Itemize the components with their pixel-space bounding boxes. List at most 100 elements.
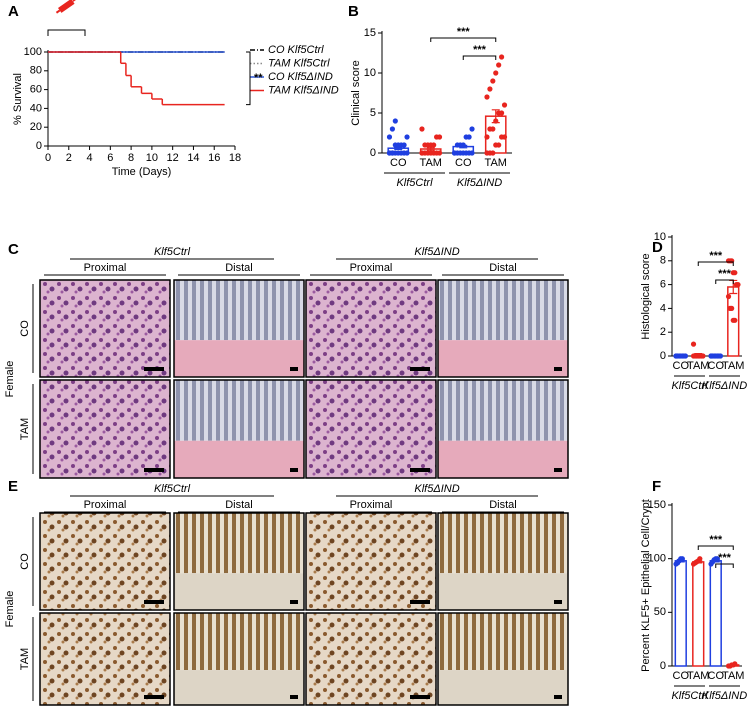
tissue xyxy=(438,670,568,705)
data-point xyxy=(732,661,738,667)
y-tick-label: 0 xyxy=(660,350,666,362)
data-point xyxy=(679,556,685,562)
tissue xyxy=(174,340,304,377)
tissue xyxy=(174,670,304,705)
panel-letter: B xyxy=(348,3,359,20)
panel-letter: E xyxy=(8,478,18,495)
y-tick-label: 40 xyxy=(30,102,42,114)
tissue xyxy=(40,380,170,478)
mean-bar xyxy=(709,560,722,667)
micrograph xyxy=(437,379,569,479)
tissue xyxy=(438,573,568,610)
data-point xyxy=(729,305,735,311)
data-point xyxy=(389,150,395,156)
data-point xyxy=(466,134,472,140)
legend-label: CO Klf5ΔIND xyxy=(268,71,333,83)
x-tick-label: 4 xyxy=(86,152,92,164)
significance-bracket xyxy=(715,563,734,568)
y-axis-label: Percent KLF5+ Epithelial Cell/Crypt xyxy=(640,499,652,672)
micrograph xyxy=(173,379,305,479)
x-tick-label: 2 xyxy=(66,152,72,164)
row-label: CO xyxy=(19,553,31,570)
panel-letter: F xyxy=(652,478,661,495)
y-tick-label: 4 xyxy=(660,302,666,314)
data-point xyxy=(436,150,443,156)
data-point xyxy=(732,270,738,276)
y-tick-label: 60 xyxy=(30,84,42,96)
micrograph xyxy=(173,612,305,706)
x-tick-label: TAM xyxy=(722,360,744,372)
row-label: TAM xyxy=(19,648,31,670)
tissue xyxy=(438,380,568,441)
data-point xyxy=(690,341,697,347)
data-point xyxy=(496,142,502,148)
y-tick-label: 6 xyxy=(660,279,666,291)
row-label: CO xyxy=(19,320,31,337)
y-tick-label: 2 xyxy=(660,326,666,338)
tissue xyxy=(40,280,170,377)
data-point xyxy=(484,94,490,100)
x-tick-label: CO xyxy=(708,670,725,682)
region-label: Proximal xyxy=(84,262,127,274)
data-point xyxy=(708,353,714,359)
micrograph-frame xyxy=(437,379,569,479)
scale-bar xyxy=(144,468,164,472)
y-tick-label: 10 xyxy=(364,67,376,79)
micrograph-frame xyxy=(305,512,437,611)
group-label: Klf5ΔIND xyxy=(414,483,459,495)
data-point xyxy=(499,110,505,116)
data-point xyxy=(386,134,393,140)
data-point xyxy=(682,353,689,359)
micrograph-frame xyxy=(437,512,569,611)
region-label: Proximal xyxy=(350,499,393,511)
y-tick-label: 5 xyxy=(370,107,376,119)
micrograph xyxy=(305,379,437,479)
micrograph xyxy=(173,279,305,378)
scale-bar xyxy=(144,367,164,371)
y-tick-label: 10 xyxy=(654,231,666,243)
x-tick-label: 16 xyxy=(208,152,220,164)
treatment-bracket xyxy=(47,29,86,36)
scale-bar xyxy=(554,600,562,604)
micrograph-frame xyxy=(39,279,171,378)
x-tick-label: 14 xyxy=(187,152,199,164)
data-point xyxy=(419,150,425,156)
micrograph-frame xyxy=(39,379,171,479)
tissue xyxy=(438,340,568,377)
sex-label: Female xyxy=(4,591,16,628)
data-point xyxy=(493,70,499,76)
micrograph xyxy=(173,512,305,611)
group-label: Klf5ΔIND xyxy=(702,380,747,392)
micrograph xyxy=(305,612,437,706)
group-label: Klf5ΔIND xyxy=(414,246,459,258)
data-point xyxy=(697,556,703,562)
error-bar xyxy=(426,147,435,151)
tissue xyxy=(174,280,304,341)
significance-label: *** xyxy=(718,268,732,280)
micrograph xyxy=(305,512,437,611)
data-point xyxy=(487,86,493,92)
panel-letter: C xyxy=(8,241,19,258)
data-point xyxy=(496,62,502,68)
y-tick-label: 15 xyxy=(364,27,376,39)
data-point xyxy=(392,118,398,124)
group-label: Klf5Ctrl xyxy=(154,246,191,258)
micrograph-frame xyxy=(173,279,305,378)
scale-bar xyxy=(410,468,430,472)
y-tick-label: 0 xyxy=(660,660,666,672)
x-tick-label: 12 xyxy=(167,152,179,164)
scale-bar xyxy=(410,695,430,699)
data-point xyxy=(431,142,437,148)
tissue xyxy=(174,440,304,478)
significance-bracket xyxy=(462,55,497,60)
micrograph xyxy=(39,612,171,706)
micrograph xyxy=(437,512,569,611)
group-label: Klf5ΔIND xyxy=(702,690,747,702)
data-point xyxy=(389,126,395,132)
data-point xyxy=(501,102,508,108)
data-point xyxy=(490,78,496,84)
data-point xyxy=(732,317,738,323)
region-label: Distal xyxy=(489,262,517,274)
x-tick-label: 8 xyxy=(128,152,134,164)
tissue xyxy=(40,613,170,705)
